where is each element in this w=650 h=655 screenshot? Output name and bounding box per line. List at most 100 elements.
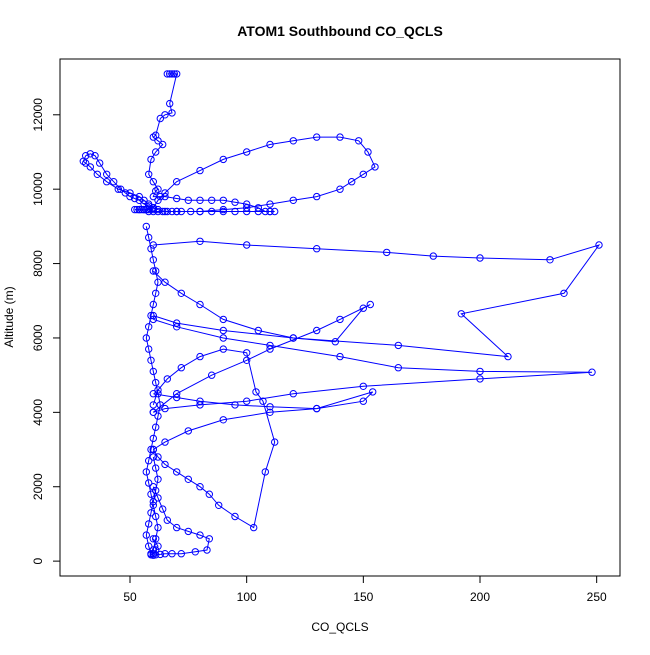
series-7-point-13 [252,388,260,396]
x-tick-label-4: 250 [587,590,607,604]
series-6-point-4 [266,403,274,411]
series-1-point-6 [103,178,111,186]
series-3-point-12 [394,341,402,350]
series-0-point-5 [166,99,174,108]
series-0-point-7 [161,111,169,119]
series-9-point-17 [154,412,162,420]
series-9-point-20 [147,445,155,454]
series-6-point-10 [219,416,228,424]
series-5-point-4 [219,315,228,324]
series-7-point-20 [149,401,158,409]
series-7-point-0 [149,445,158,454]
series-6-point-1 [173,393,181,402]
series-8-point-13 [156,550,165,559]
series-9-point-15 [154,390,162,398]
x-tick-label-0: 50 [123,590,137,604]
series-7-point-16 [196,352,204,361]
series-4-point-7 [588,368,596,376]
series-9-point-6 [152,289,160,297]
series-2-point-3 [173,178,181,186]
series-0-point-37 [219,207,228,216]
series-1-point-3 [135,192,144,201]
series-0-point-8 [156,114,165,123]
series-9-point-27 [154,523,162,532]
series-8-point-11 [168,550,176,558]
series-5-point-14 [208,371,216,379]
series-9-point-33 [145,520,153,528]
series-1-line [82,153,154,209]
series-4-point-6 [476,367,484,376]
series-1-point-4 [126,189,134,197]
x-tick-label-3: 200 [470,590,490,604]
y-tick-label-5: 10000 [31,172,45,206]
series-8-point-6 [196,531,204,539]
series-8-point-7 [205,535,214,543]
series-9-point-16 [156,401,165,409]
series-2-point-22 [196,207,204,216]
series-2-point-19 [266,200,274,208]
series-3-line [153,240,601,358]
series-1-point-18 [121,189,130,197]
series-4-point-11 [243,397,251,405]
x-axis-label: CO_QCLS [311,620,368,634]
series-5-point-11 [313,326,321,335]
series-0-point-6 [168,109,176,117]
series-5-point-8 [359,304,367,312]
x-tick-label-2: 150 [353,590,373,604]
series-3-point-6 [476,254,484,262]
series-5-point-0 [149,267,158,275]
series-0-point-26 [219,196,228,205]
series-0-point-24 [196,196,204,205]
series-9-point-31 [145,542,153,550]
series-2-point-24 [161,207,169,216]
series-3-point-1 [196,237,204,246]
series-0-point-17 [154,185,162,193]
series-4-point-1 [173,323,181,331]
series-6-point-2 [196,397,204,405]
series-5-point-7 [331,338,339,346]
series-2-point-1 [154,196,162,205]
series-6-point-9 [266,408,274,416]
series-1-point-15 [103,170,111,179]
series-8-point-2 [159,505,167,513]
series-0-point-12 [159,140,167,149]
series-5-point-16 [149,408,158,416]
series-0-point-32 [271,207,279,216]
series-5-point-12 [266,345,274,353]
series-0-point-55 [135,205,144,214]
series-layer [79,70,603,559]
series-5-point-6 [289,334,297,342]
series-8-point-9 [191,548,200,556]
series-9-point-35 [149,497,158,506]
series-0-point-34 [254,207,262,216]
series-0-point-10 [149,133,158,141]
series-8-point-18 [152,546,160,554]
series-9-point-37 [154,475,162,483]
series-7-point-3 [173,468,181,476]
series-2-point-18 [289,196,297,205]
series-0-point-23 [184,196,193,205]
series-9-point-10 [142,334,151,342]
series-2-point-9 [313,133,321,141]
series-5-line [152,270,371,413]
series-3-point-9 [560,289,568,297]
series-1-point-21 [135,196,144,205]
series-0-point-4 [173,70,181,78]
series-6-point-11 [184,427,193,435]
series-3-point-5 [429,252,437,260]
series-0-point-2 [163,70,172,78]
y-axis-label: Altitude (m) [2,286,16,347]
series-9-point-21 [145,457,153,465]
series-0-point-1 [166,70,174,78]
series-8-line [149,486,210,556]
series-8-point-20 [149,535,158,543]
series-2-point-8 [289,137,297,145]
series-0-point-30 [261,207,269,216]
series-4-point-10 [289,390,297,398]
series-3-point-11 [504,352,512,361]
series-5-point-3 [196,300,204,309]
series-3-point-14 [219,326,228,335]
series-6-point-3 [231,401,239,409]
series-8-point-1 [154,494,162,502]
